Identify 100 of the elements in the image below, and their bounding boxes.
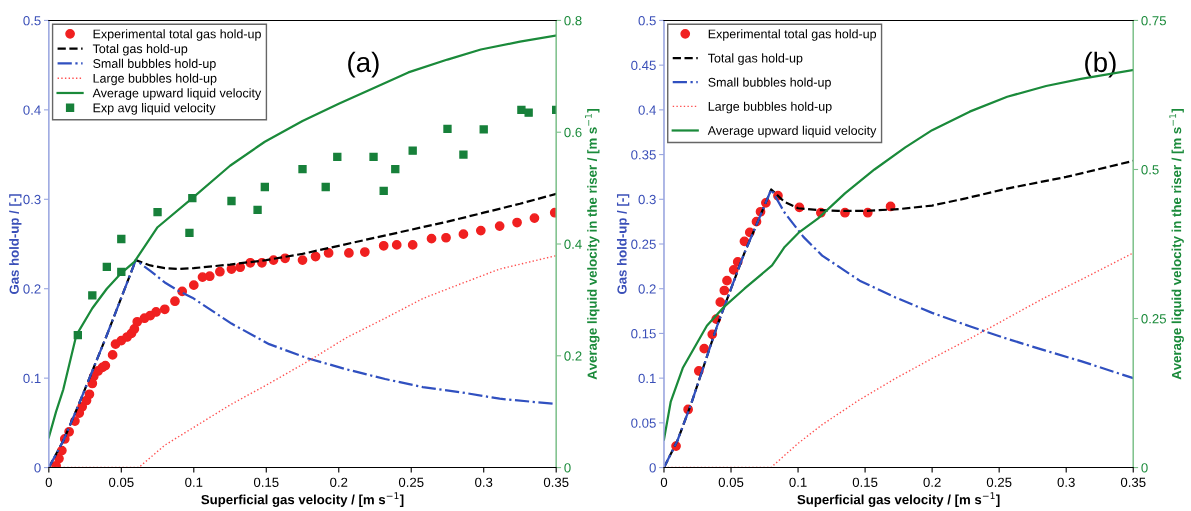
point — [159, 304, 170, 315]
point — [170, 296, 180, 307]
point — [379, 186, 388, 196]
point — [719, 285, 730, 296]
point — [132, 316, 143, 327]
point — [235, 262, 246, 273]
y-tick-label: 0.1 — [638, 373, 656, 384]
y-tick-label: 0.5 — [23, 16, 41, 26]
legend-label: Experimental total gas hold-up — [93, 29, 261, 41]
point — [408, 146, 417, 155]
point — [153, 207, 162, 217]
point — [73, 330, 82, 340]
y2-tick-label: 0 — [1141, 463, 1148, 473]
point — [441, 232, 451, 243]
x-tick-label: 0.3 — [475, 477, 493, 487]
y-tick-label: 0.1 — [23, 373, 41, 384]
x-tick-label: 0.2 — [923, 477, 941, 487]
y-tick-label: 0.2 — [23, 284, 41, 294]
y-tick-label: 0.3 — [23, 194, 41, 205]
point — [524, 108, 533, 117]
point — [185, 228, 194, 237]
x-tick-label: 0.1 — [789, 477, 807, 487]
point — [117, 267, 126, 277]
y2-tick-label: 0 — [564, 463, 571, 473]
x-tick-label: 0.2 — [330, 477, 348, 487]
annotation: (b) — [1085, 51, 1116, 78]
legend-label: Small bubbles hold-up — [708, 77, 831, 90]
point — [102, 262, 111, 272]
y-tick-label: 0.3 — [638, 194, 656, 205]
x-tick-label: 0.05 — [108, 477, 134, 487]
y-axis-title: Gas hold-up / [-] — [9, 194, 22, 295]
point — [298, 164, 307, 174]
point — [57, 445, 67, 456]
legend-label: Small bubbles hold-up — [93, 58, 216, 71]
legend-label: Total gas hold-up — [92, 43, 188, 56]
point — [391, 240, 402, 250]
point — [715, 297, 726, 307]
point — [459, 150, 468, 159]
point — [107, 350, 118, 360]
legend-label: Large bubbles hold-up — [93, 73, 217, 86]
legend-label: Large bubbles hold-up — [708, 101, 832, 114]
y-tick-label: 0.5 — [638, 16, 656, 26]
legend-label: Average upward liquid velocity — [707, 125, 877, 138]
point — [699, 343, 710, 354]
point — [512, 217, 522, 228]
point — [475, 225, 486, 236]
x-tick-label: 0.15 — [253, 477, 279, 487]
legend-label: Average upward liquid velocity — [92, 88, 262, 100]
x-tick-label: 0 — [660, 477, 668, 487]
y2-tick-label: 0.75 — [1141, 16, 1166, 26]
legend-label: Total gas hold-up — [708, 53, 803, 65]
point — [333, 152, 342, 161]
y2-axis-title: Average liquid velocity in the riser / [m s$^{−1}$] — [584, 109, 600, 380]
x-tick-label: 0.25 — [986, 477, 1012, 487]
x-tick-label: 0.3 — [1057, 477, 1075, 487]
point — [88, 291, 97, 300]
point — [443, 124, 452, 134]
x-tick-label: 0.25 — [398, 477, 424, 487]
point — [378, 240, 389, 251]
y-tick-label: 0.15 — [631, 328, 656, 339]
point — [253, 205, 262, 215]
legend-label: Experimental total gas hold-up — [708, 29, 877, 41]
y2-tick-label: 0.8 — [564, 16, 582, 26]
point — [204, 271, 215, 282]
point — [117, 234, 126, 244]
point — [151, 307, 161, 317]
y-tick-label: 0.45 — [631, 60, 656, 71]
point — [426, 233, 437, 244]
y-tick-label: 0.4 — [23, 105, 41, 115]
point — [344, 248, 354, 258]
point — [407, 240, 418, 250]
point — [321, 182, 330, 192]
y-tick-label: 0.35 — [631, 150, 656, 160]
point — [479, 125, 488, 134]
point — [722, 275, 732, 286]
x-tick-label: 0.15 — [852, 477, 878, 487]
y2-tick-label: 0.2 — [564, 351, 582, 361]
point — [323, 248, 334, 258]
y2-tick-label: 0.5 — [1141, 165, 1159, 175]
point — [297, 255, 308, 265]
x-axis-title: Superficial gas velocity / [m s$^{−1}$] — [201, 492, 404, 507]
point — [494, 221, 505, 231]
point — [391, 164, 400, 174]
point — [458, 229, 469, 240]
y2-tick-label: 0.6 — [564, 127, 582, 138]
x-tick-label: 0.05 — [718, 477, 744, 487]
x-axis-title: Superficial gas velocity / [m s$^{−1}$] — [797, 492, 1000, 507]
y-tick-label: 0 — [649, 463, 656, 473]
x-tick-label: 0 — [45, 477, 52, 487]
y2-tick-label: 0.25 — [1141, 314, 1166, 324]
point — [529, 213, 540, 223]
y-axis-title: Gas hold-up / [-] — [616, 194, 630, 295]
y-tick-label: 0 — [34, 463, 41, 473]
point — [227, 196, 236, 206]
point — [188, 194, 197, 203]
annotation: (a) — [348, 51, 379, 78]
y-tick-label: 0.05 — [631, 418, 656, 428]
y-tick-label: 0.2 — [638, 284, 656, 294]
point — [310, 251, 321, 262]
point — [84, 389, 95, 400]
